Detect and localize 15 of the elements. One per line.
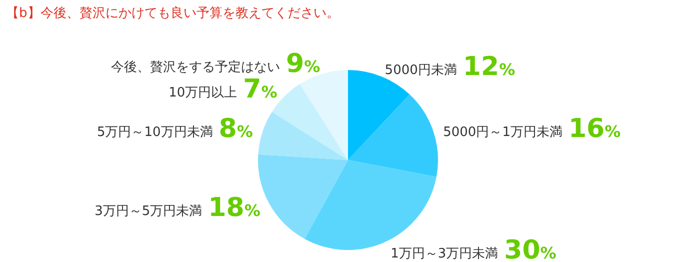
slice-label: 5万円～10万円未満 [96,125,213,140]
slice-label: 5000円～1万円未満 [443,125,562,140]
data-label: 18% [208,193,260,224]
data-label: 7% [243,74,278,104]
slice-label: 3万円～5万円未満 [94,204,202,220]
data-label: 12% [462,52,516,82]
slice-label: 10万円以上 [168,85,238,100]
data-label: 9% [286,48,320,79]
data-label: 8% [218,114,253,144]
slice-label: 今後、贅沢をする予定はない [110,60,280,75]
chart-title: 【b】今後、贅沢にかけても良い予算を教えてください。 [6,5,340,22]
slice-label: 1万円～3万円未満 [390,246,498,262]
slice-label: 5000円未満 [384,63,457,78]
data-label: 30% [504,235,556,262]
data-label: 16% [568,114,621,144]
